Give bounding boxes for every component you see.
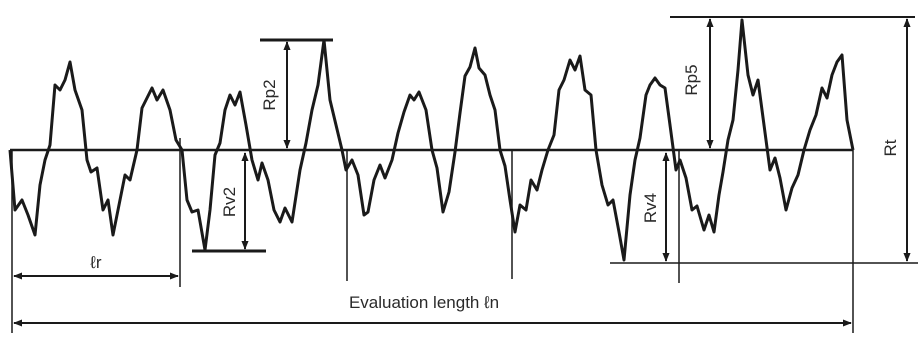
rv2-label: Rv2 [220,187,239,217]
rv4-label: Rv4 [641,193,660,223]
rp2-label: Rp2 [260,79,279,110]
rt-label: Rt [881,139,900,156]
rp5-label: Rp5 [682,64,701,95]
roughness-profile [8,18,855,262]
evaluation-length-label: Evaluation length ℓn [349,293,499,312]
sampling-length-label: ℓr [89,253,101,272]
